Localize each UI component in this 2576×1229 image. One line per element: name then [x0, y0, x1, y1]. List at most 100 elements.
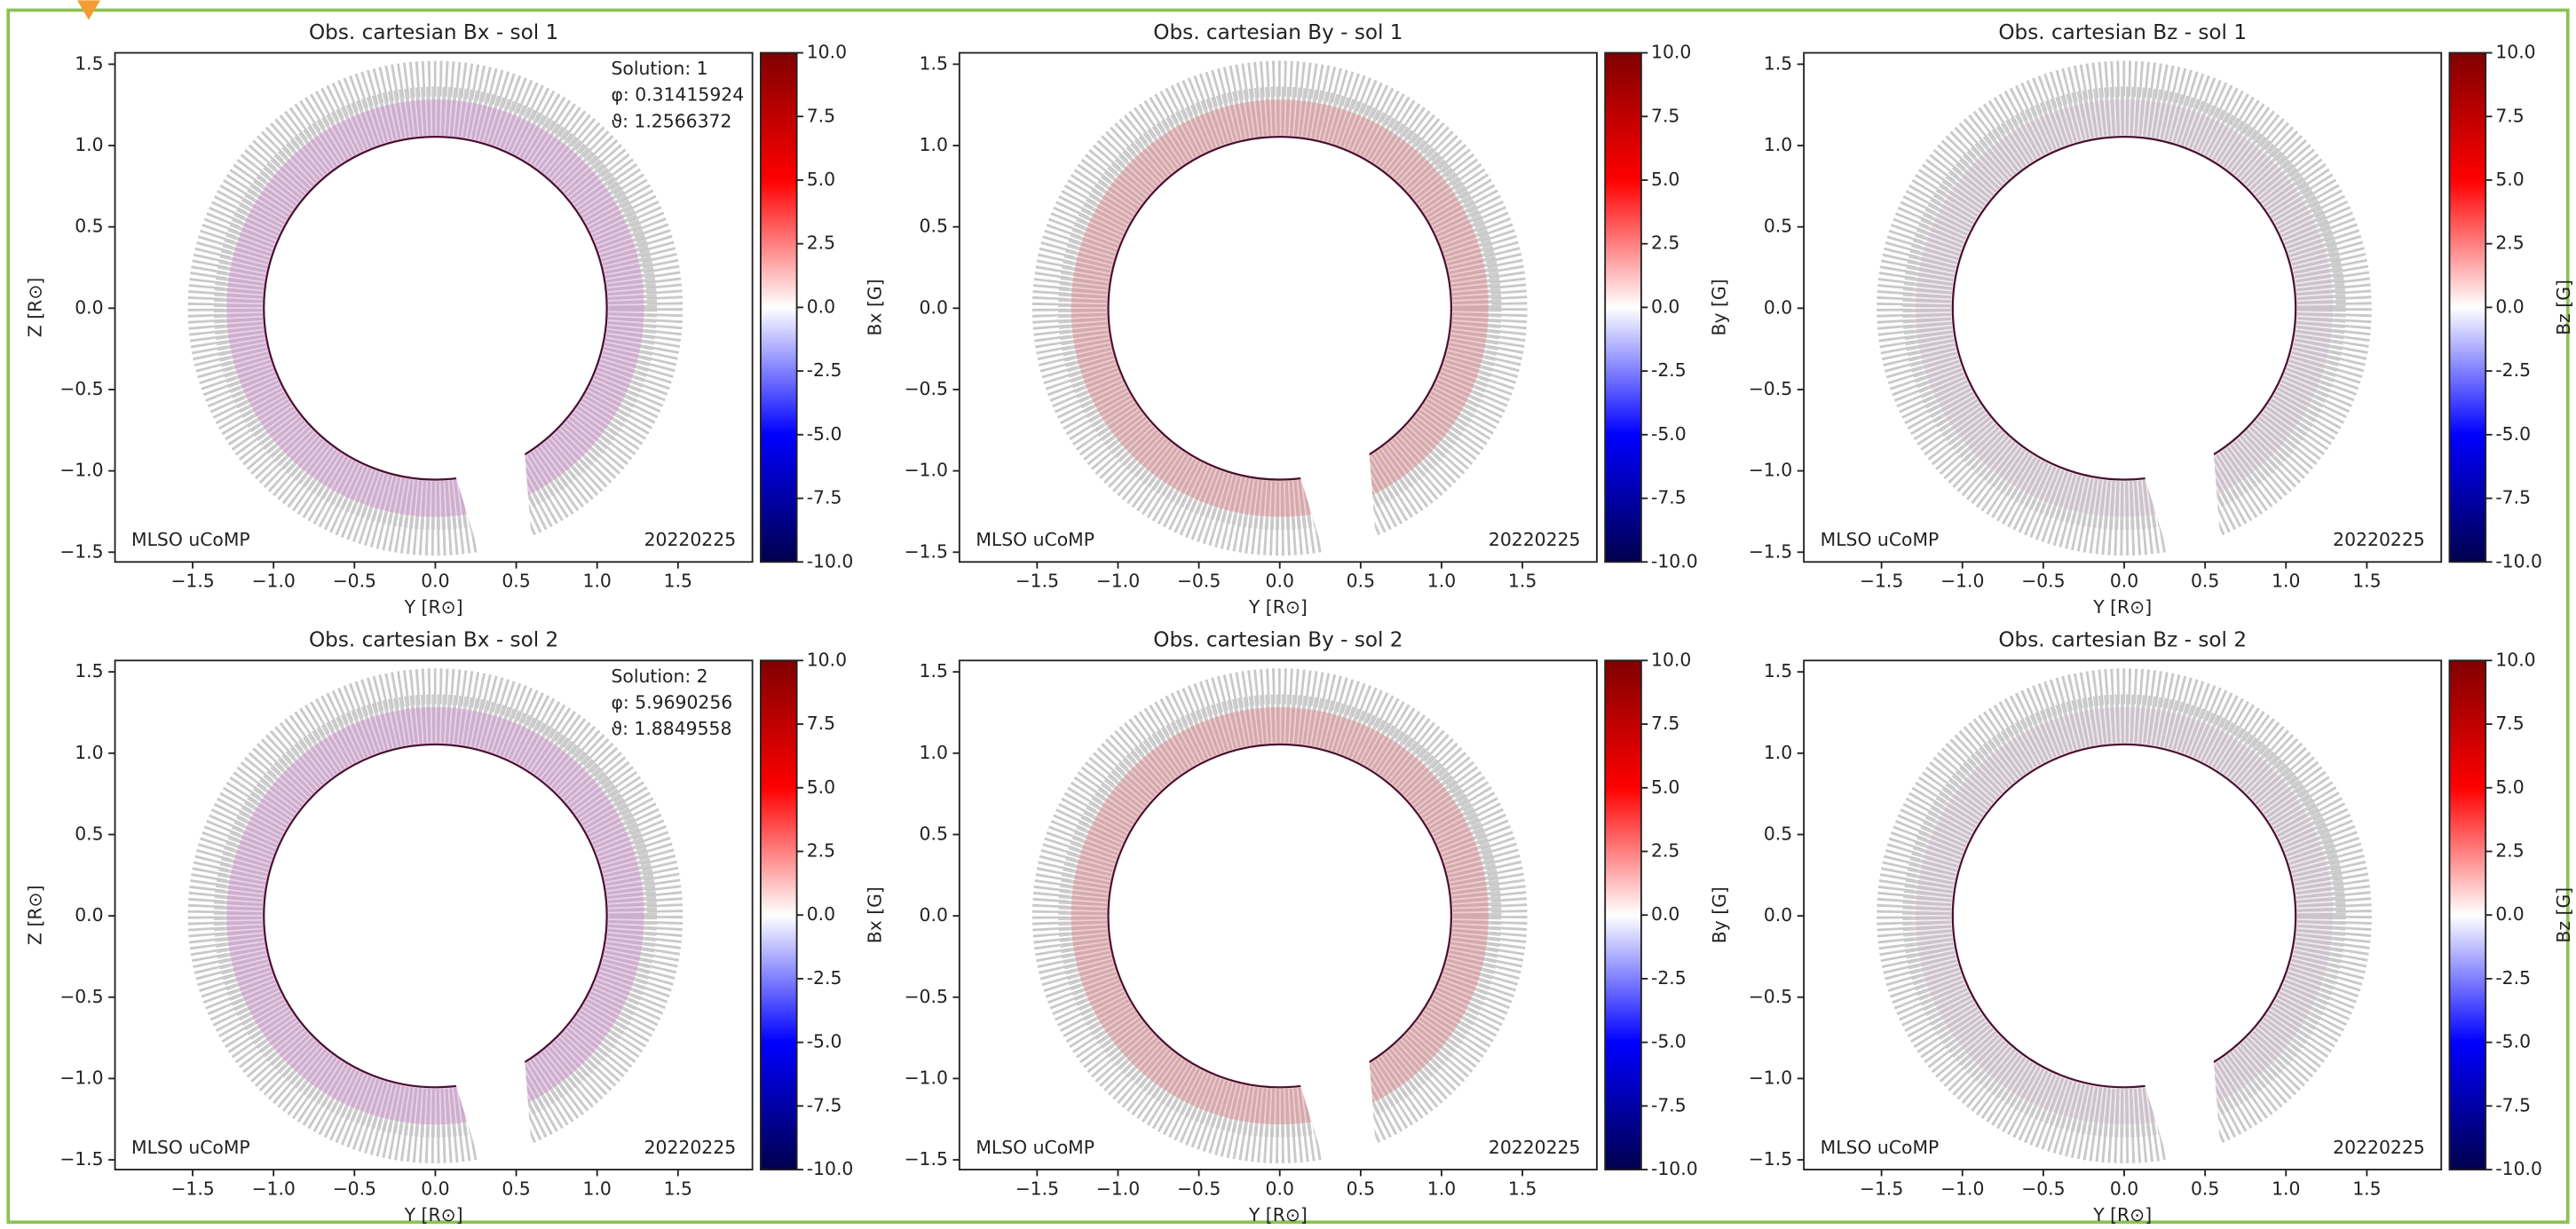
colorbar-tick-label: 5.0 — [1651, 776, 1679, 798]
colorbar-tick-label: 5.0 — [1651, 169, 1679, 190]
colorbar-tick-label: -7.5 — [807, 1094, 842, 1115]
colorbar — [2448, 659, 2487, 1170]
y-tick-label: −1.5 — [904, 540, 947, 562]
colorbar — [1604, 659, 1642, 1170]
occulter-gap — [2140, 446, 2222, 563]
y-tick-label: −1.5 — [1749, 540, 1792, 562]
solution-text: Solution: 2 — [611, 666, 707, 687]
x-tick-label: 0.0 — [2110, 1178, 2138, 1199]
colorbar-tick-label: 5.0 — [807, 776, 835, 798]
y-tick-label: 1.0 — [920, 742, 948, 763]
signal-ring — [1915, 99, 2334, 517]
x-tick-label: 0.5 — [2191, 1178, 2219, 1199]
x-tick-label: 1.0 — [1427, 570, 1456, 591]
signal-ring — [1071, 99, 1489, 517]
x-tick-label: −0.5 — [2021, 1178, 2065, 1199]
colorbar-tick-label: -5.0 — [1651, 423, 1687, 445]
x-axis-label: Y [R⊙] — [2092, 1204, 2152, 1225]
colorbar-tick-label: 7.5 — [2495, 105, 2524, 126]
scatter-ring — [213, 694, 658, 1138]
outer-scatter — [1877, 60, 2372, 556]
panel-title: Obs. cartesian Bz - sol 1 — [1998, 21, 2247, 44]
colorbar-tick-label: -5.0 — [807, 423, 842, 445]
limb — [263, 743, 608, 1089]
colorbar-tick-label: 7.5 — [1651, 713, 1679, 734]
solution-text: Solution: 1 — [611, 58, 707, 79]
panel-title: Obs. cartesian Bz - sol 2 — [1998, 629, 2247, 652]
y-tick-label: 1.0 — [1764, 134, 1792, 155]
panel: Obs. cartesian By - sol 1 −1.5 −1.0 −0.5 0.0… — [904, 21, 1729, 618]
panel: Obs. cartesian Bx - sol 2 −1.5 −1.0 −0.5 0.0… — [25, 629, 886, 1225]
y-tick-label: 0.5 — [1764, 823, 1792, 844]
x-tick-label: 0.5 — [502, 570, 530, 591]
y-tick-label: −1.5 — [904, 1148, 947, 1170]
x-tick-label: −0.5 — [333, 570, 376, 591]
colorbar-tick-label: -2.5 — [1651, 359, 1687, 381]
colorbar-tick-label: -2.5 — [1651, 967, 1687, 989]
y-tick-label: 1.0 — [75, 134, 103, 155]
y-tick-label: 0.5 — [75, 216, 103, 237]
x-tick-label: 1.0 — [583, 570, 612, 591]
colorbar — [759, 659, 798, 1170]
colorbar-tick-label: 7.5 — [1651, 105, 1679, 126]
y-tick-label: −1.0 — [1749, 1067, 1792, 1088]
x-tick-label: 1.5 — [2352, 570, 2381, 591]
colorbar-tick-label: 7.5 — [807, 713, 835, 734]
y-tick-label: 0.5 — [75, 823, 103, 844]
scatter-ring — [213, 86, 658, 531]
colorbar-tick-label: -5.0 — [2495, 1031, 2531, 1052]
x-tick-label: 1.5 — [1508, 1178, 1537, 1199]
colorbar-tick-label: -7.5 — [1651, 1094, 1687, 1115]
corona-image — [187, 668, 684, 1170]
colorbar-tick-label: 10.0 — [807, 649, 847, 670]
colorbar-tick-label: -7.5 — [2495, 487, 2531, 508]
occulter-gap — [2140, 1053, 2222, 1170]
scatter-ring — [1902, 86, 2346, 531]
colorbar-tick-label: 0.0 — [2495, 903, 2524, 925]
annotation: MLSO uCoMP — [1821, 529, 1940, 550]
y-tick-label: −0.5 — [59, 378, 103, 399]
y-tick-label: 0.0 — [920, 904, 948, 926]
colorbar-tick-label: 0.0 — [807, 295, 835, 317]
x-axis-label: Y [R⊙] — [404, 1204, 463, 1225]
y-tick-label: 0.0 — [75, 296, 103, 318]
colorbar-tick-label: -10.0 — [1651, 1158, 1698, 1179]
annotation: MLSO uCoMP — [976, 1137, 1094, 1158]
x-axis-label: Y [R⊙] — [1248, 1204, 1308, 1225]
limb — [1107, 743, 1453, 1089]
x-tick-label: 1.0 — [2272, 570, 2300, 591]
annotation: 20220225 — [1489, 1137, 1581, 1158]
x-tick-label: −0.5 — [2021, 570, 2065, 591]
occulter-gap — [1295, 446, 1378, 563]
colorbar-tick-label: -5.0 — [807, 1031, 842, 1052]
y-tick-label: −0.5 — [904, 378, 947, 399]
colorbar-tick-label: -2.5 — [807, 359, 842, 381]
outer-scatter — [1031, 60, 1528, 556]
annotation: 20220225 — [2333, 1137, 2425, 1158]
x-tick-label: −1.0 — [1096, 1178, 1140, 1199]
annotation: 20220225 — [644, 1137, 737, 1158]
colorbar-tick-label: 10.0 — [1651, 42, 1691, 63]
occulter-gap — [1295, 1053, 1378, 1170]
panel-title: Obs. cartesian By - sol 2 — [1153, 629, 1403, 652]
corona-image — [1877, 60, 2372, 563]
y-tick-label: 1.0 — [75, 742, 103, 763]
colorbar-tick-label: 10.0 — [1651, 649, 1691, 670]
x-tick-label: −1.0 — [1096, 570, 1140, 591]
y-tick-label: 1.0 — [1764, 742, 1792, 763]
x-tick-label: −0.5 — [333, 1178, 376, 1199]
colorbar-tick-label: -10.0 — [2495, 1158, 2542, 1179]
colorbar-label: Bx [G] — [864, 279, 885, 335]
x-tick-label: −0.5 — [1177, 570, 1221, 591]
panel-title: Obs. cartesian Bx - sol 2 — [309, 629, 558, 652]
x-tick-label: −1.0 — [251, 570, 295, 591]
x-tick-label: −1.5 — [1860, 1178, 1903, 1199]
y-axis-label: Z [R⊙] — [25, 885, 46, 944]
y-tick-label: 0.0 — [920, 296, 948, 318]
corona-image — [1031, 668, 1528, 1170]
annotation: MLSO uCoMP — [131, 529, 250, 550]
colorbar-tick-label: -2.5 — [807, 967, 842, 989]
colorbar-tick-label: 0.0 — [1651, 903, 1679, 925]
y-tick-label: 0.0 — [75, 904, 103, 926]
